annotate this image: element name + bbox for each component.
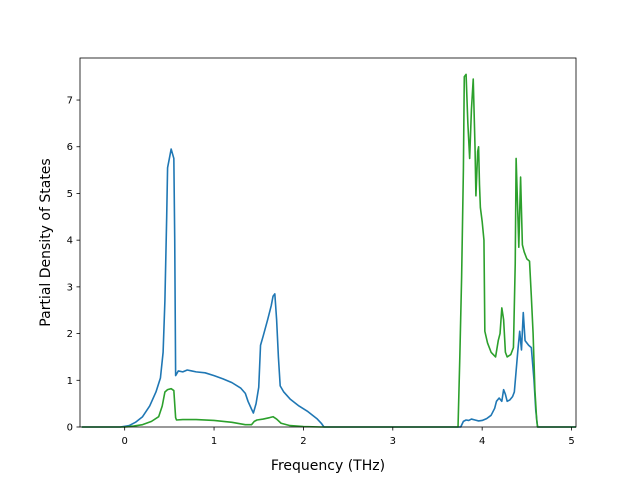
series-line-2 — [81, 73, 576, 428]
plot-area — [81, 73, 576, 428]
y-tick-label: 6 — [67, 142, 73, 153]
series-line-1 — [81, 148, 576, 428]
x-tick-label: 3 — [390, 436, 396, 447]
y-tick-label: 4 — [67, 236, 73, 247]
y-tick-label: 5 — [67, 189, 73, 200]
y-tick-label: 2 — [67, 329, 73, 340]
x-axis-title: Frequency (THz) — [271, 458, 385, 474]
axes-frame — [79, 57, 577, 428]
x-tick-label: 1 — [211, 436, 217, 447]
y-tick-label: 1 — [67, 376, 73, 387]
x-tick-label: 5 — [568, 436, 574, 447]
y-tick-label: 3 — [67, 282, 73, 293]
x-tick-label: 4 — [479, 436, 485, 447]
y-axis-title: Partial Density of States — [38, 158, 54, 326]
y-tick-label: 0 — [67, 423, 73, 434]
x-tick-label: 2 — [300, 436, 306, 447]
y-tick-label: 7 — [67, 96, 73, 107]
y-axis: 0 1 2 3 4 5 6 7 — [67, 96, 80, 434]
x-axis: 0 1 2 3 4 5 — [121, 427, 575, 447]
x-tick-label: 0 — [121, 436, 127, 447]
